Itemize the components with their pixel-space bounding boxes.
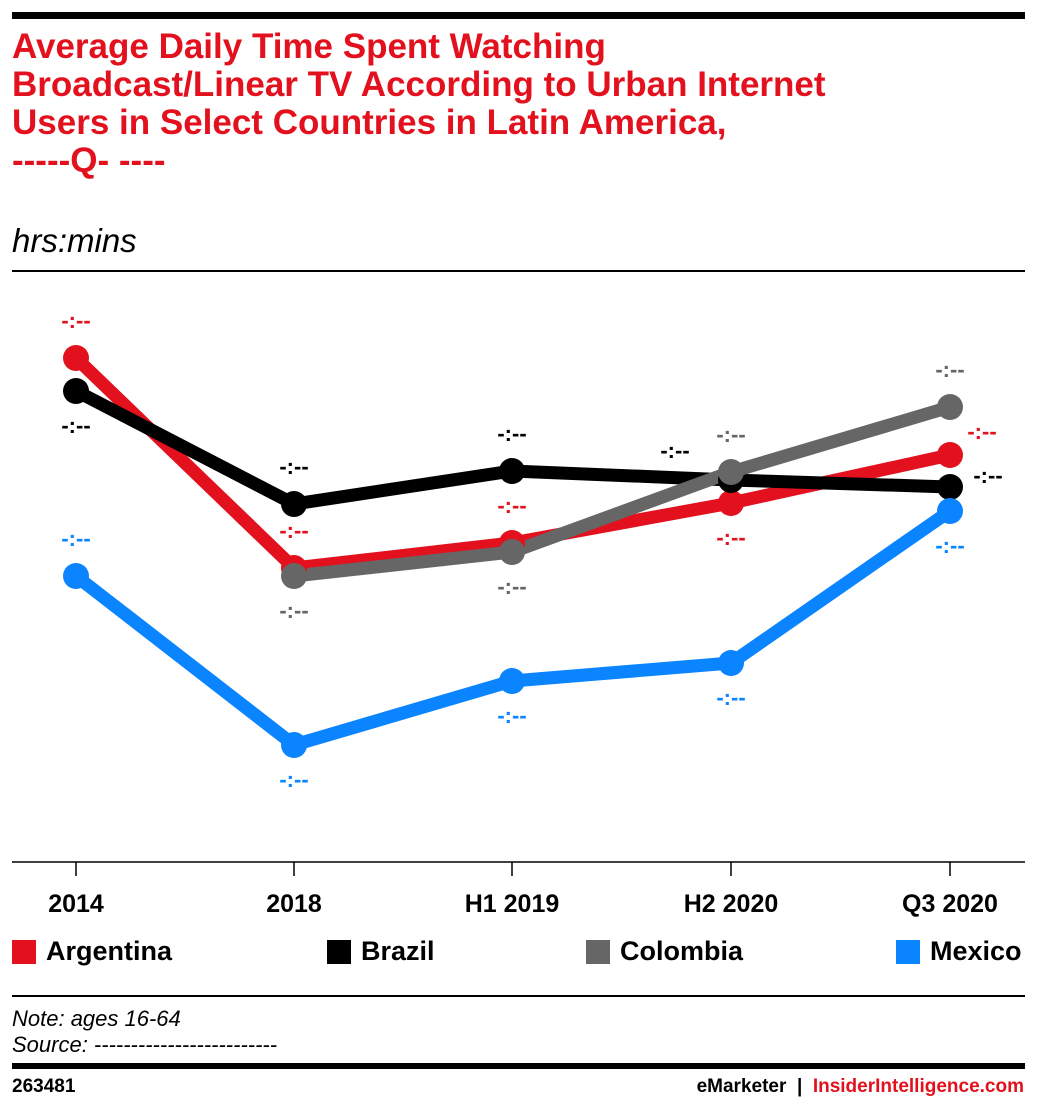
x-tick-label: H1 2019 xyxy=(465,890,560,918)
data-point-brazil xyxy=(281,491,307,517)
legend-argentina: Argentina xyxy=(12,936,172,967)
legend-mexico: Mexico xyxy=(896,936,1022,967)
legend-swatch xyxy=(327,939,351,964)
line-chart: 2014 2018 H1 2019 H2 2020 Q3 2020 -:-- -:-- -:-… xyxy=(12,308,1025,918)
data-label: -:-- xyxy=(967,419,996,444)
data-point-mexico xyxy=(937,498,963,524)
data-label: -:-- xyxy=(497,703,526,728)
data-label: -:-- xyxy=(716,685,745,710)
legend-label: Colombia xyxy=(620,936,744,966)
data-label: -:-- xyxy=(279,454,308,479)
chart-title: Average Daily Time Spent Watching Broadc… xyxy=(12,28,1022,180)
legend-label: Brazil xyxy=(361,936,435,966)
title-line: Average Daily Time Spent Watching xyxy=(12,27,606,66)
chart-id: 263481 xyxy=(12,1076,76,1097)
data-label: -:-- xyxy=(279,518,308,543)
data-point-mexico xyxy=(63,563,89,589)
data-label: -:-- xyxy=(497,493,526,518)
data-label: -:-- xyxy=(61,413,90,438)
x-tick-label: Q3 2020 xyxy=(902,890,998,918)
data-label: -:-- xyxy=(716,525,745,550)
top-rule xyxy=(12,12,1025,19)
legend-swatch xyxy=(12,939,36,964)
data-label: -:-- xyxy=(716,422,745,447)
note-rule xyxy=(12,995,1025,997)
chart-subtitle: hrs:mins xyxy=(12,222,137,259)
data-label: -:-- xyxy=(279,598,308,623)
separator: | xyxy=(796,1076,803,1097)
series-line-colombia xyxy=(293,400,952,583)
note-text: Note: ages 16-64 xyxy=(12,1006,181,1031)
x-tick-label: 2014 xyxy=(48,890,104,918)
data-point-brazil xyxy=(937,474,963,500)
source-text: Source: ------------------------- xyxy=(12,1032,278,1057)
legend-label: Argentina xyxy=(46,936,173,966)
data-label: -:-- xyxy=(279,767,308,792)
data-point-mexico xyxy=(499,668,525,694)
emarketer-logo: eMarketer xyxy=(696,1076,787,1097)
data-label: -:-- xyxy=(935,357,964,382)
data-point-brazil xyxy=(499,458,525,484)
data-label: -:-- xyxy=(497,574,526,599)
data-label: -:-- xyxy=(61,526,90,551)
data-label: -:-- xyxy=(973,463,1002,488)
data-point-colombia xyxy=(937,394,963,420)
data-label: -:-- xyxy=(935,533,964,558)
footer-brand: eMarketer | InsiderIntelligence.com xyxy=(697,1076,1024,1098)
title-line: Users in Select Countries in Latin Ameri… xyxy=(12,103,727,142)
legend-brazil: Brazil xyxy=(327,936,435,967)
x-tick-label: 2018 xyxy=(266,890,322,918)
data-point-colombia xyxy=(499,539,525,565)
data-point-mexico xyxy=(718,650,744,676)
data-point-colombia xyxy=(281,563,307,589)
x-tick-label: H2 2020 xyxy=(684,890,779,918)
title-line: -----Q- ---- xyxy=(12,141,166,180)
notes: Note: ages 16-64 Source: ---------------… xyxy=(12,1006,277,1058)
title-line: Broadcast/Linear TV According to Urban I… xyxy=(12,65,826,104)
data-label: -:-- xyxy=(497,421,526,446)
legend-label: Mexico xyxy=(930,936,1022,966)
legend-swatch xyxy=(586,939,610,964)
legend-swatch xyxy=(896,939,920,964)
data-point-colombia xyxy=(718,459,744,485)
data-point-argentina xyxy=(718,490,744,516)
data-point-argentina xyxy=(937,442,963,468)
data-point-argentina xyxy=(63,345,89,371)
data-point-mexico xyxy=(281,732,307,758)
legend-colombia: Colombia xyxy=(586,936,743,967)
data-label: -:-- xyxy=(660,438,689,463)
data-label: -:-- xyxy=(61,308,90,333)
header-rule xyxy=(12,270,1025,272)
insider-intelligence-link[interactable]: InsiderIntelligence.com xyxy=(812,1076,1024,1097)
data-point-brazil xyxy=(63,378,89,404)
footer-rule xyxy=(12,1063,1025,1069)
